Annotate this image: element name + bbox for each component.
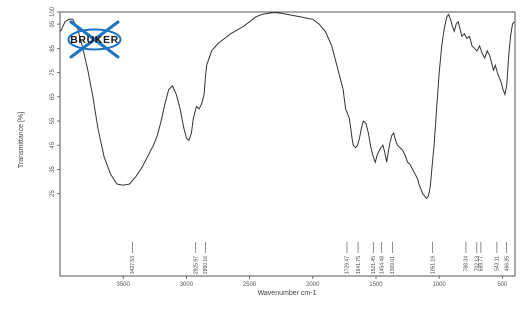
bruker-logo-text: BRUKER xyxy=(70,34,119,46)
x-tick-label: 3000 xyxy=(180,282,194,288)
x-axis-title: Wavenumber cm-1 xyxy=(258,290,317,297)
peak-label: 3427.53 xyxy=(130,256,136,274)
y-tick-label: 75 xyxy=(50,69,56,76)
spectrum-line xyxy=(60,11,515,200)
y-tick-label: 95 xyxy=(50,20,56,27)
peak-label: 1369.01 xyxy=(390,256,396,274)
x-tick-label: 1000 xyxy=(432,282,446,288)
peak-label: 669.77 xyxy=(479,256,485,272)
y-tick-label: 25 xyxy=(50,190,56,197)
x-tick-label: 1500 xyxy=(369,282,383,288)
x-tick-label: 500 xyxy=(497,282,508,288)
bruker-logo: BRUKER xyxy=(67,20,122,59)
peak-markers: 3427.53 2925.97 2850.16 1729.47 1641.75 1521.… xyxy=(130,242,510,274)
x-tick-label: 3500 xyxy=(117,282,131,288)
y-tick-label: 65 xyxy=(50,93,56,100)
peak-label: 2850.16 xyxy=(203,256,209,274)
y-tick-label: 85 xyxy=(50,44,56,51)
y-tick-label: 45 xyxy=(50,141,56,148)
peak-label: 1454.48 xyxy=(379,256,385,274)
peak-label: 1521.45 xyxy=(371,256,377,274)
peak-label: 1729.47 xyxy=(345,256,351,274)
peak-label: 702.13 xyxy=(475,256,481,272)
y-tick-label: 55 xyxy=(50,117,56,124)
y-tick-label: 100 xyxy=(50,6,56,17)
peak-label: 1641.75 xyxy=(356,256,362,274)
x-tick-label: 2500 xyxy=(243,282,257,288)
peak-label: 1051.19 xyxy=(430,256,436,274)
peak-label: 543.11 xyxy=(495,256,501,271)
atom-icon xyxy=(67,20,122,59)
peak-label: 466.35 xyxy=(504,256,510,272)
x-tick-label: 2000 xyxy=(306,282,320,288)
peak-label: 2925.97 xyxy=(193,256,199,274)
y-axis-ticks: 25 35 45 55 65 75 85 95 100 xyxy=(50,6,60,197)
y-axis-title: Transmittance [%] xyxy=(18,112,25,168)
y-tick-label: 35 xyxy=(50,165,56,172)
peak-label: 788.34 xyxy=(464,256,470,272)
plot-frame xyxy=(59,11,516,277)
x-axis-ticks: 3500 3000 2500 2000 1500 1000 500 xyxy=(117,276,508,288)
